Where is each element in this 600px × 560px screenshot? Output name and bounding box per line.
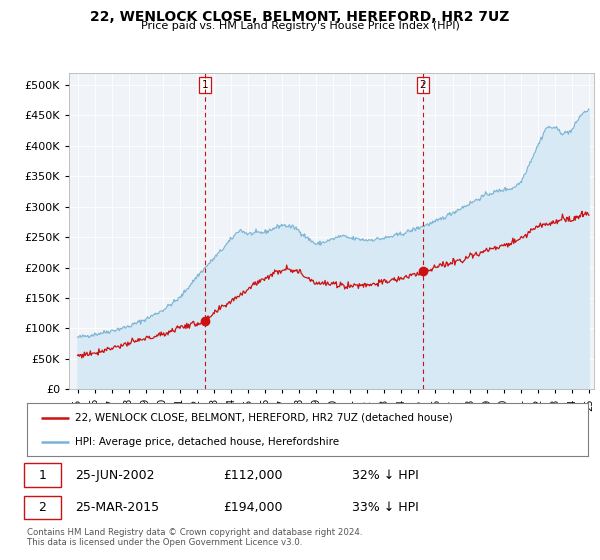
Text: Price paid vs. HM Land Registry's House Price Index (HPI): Price paid vs. HM Land Registry's House … [140,21,460,31]
Text: 25-MAR-2015: 25-MAR-2015 [74,501,159,514]
Text: 1: 1 [38,469,46,482]
FancyBboxPatch shape [24,496,61,520]
Text: 2: 2 [38,501,46,514]
Text: 1: 1 [202,80,209,90]
Text: HPI: Average price, detached house, Herefordshire: HPI: Average price, detached house, Here… [74,437,339,447]
Text: £112,000: £112,000 [223,469,283,482]
Text: 33% ↓ HPI: 33% ↓ HPI [352,501,419,514]
Text: Contains HM Land Registry data © Crown copyright and database right 2024.
This d: Contains HM Land Registry data © Crown c… [27,528,362,548]
Text: 25-JUN-2002: 25-JUN-2002 [74,469,154,482]
FancyBboxPatch shape [24,463,61,487]
Text: 32% ↓ HPI: 32% ↓ HPI [352,469,419,482]
Text: 22, WENLOCK CLOSE, BELMONT, HEREFORD, HR2 7UZ (detached house): 22, WENLOCK CLOSE, BELMONT, HEREFORD, HR… [74,413,452,423]
Text: £194,000: £194,000 [223,501,283,514]
Text: 2: 2 [419,80,426,90]
Text: 22, WENLOCK CLOSE, BELMONT, HEREFORD, HR2 7UZ: 22, WENLOCK CLOSE, BELMONT, HEREFORD, HR… [91,10,509,24]
